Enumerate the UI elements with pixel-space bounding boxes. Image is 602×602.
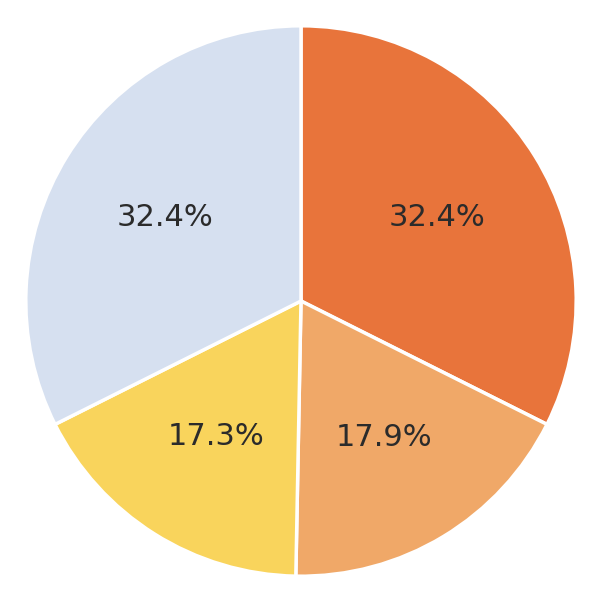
Wedge shape	[26, 26, 301, 424]
Wedge shape	[301, 26, 576, 424]
Wedge shape	[55, 301, 301, 576]
Text: 32.4%: 32.4%	[388, 203, 485, 232]
Text: 17.3%: 17.3%	[167, 421, 264, 450]
Text: 17.9%: 17.9%	[335, 423, 432, 452]
Wedge shape	[296, 301, 547, 576]
Text: 32.4%: 32.4%	[117, 203, 214, 232]
